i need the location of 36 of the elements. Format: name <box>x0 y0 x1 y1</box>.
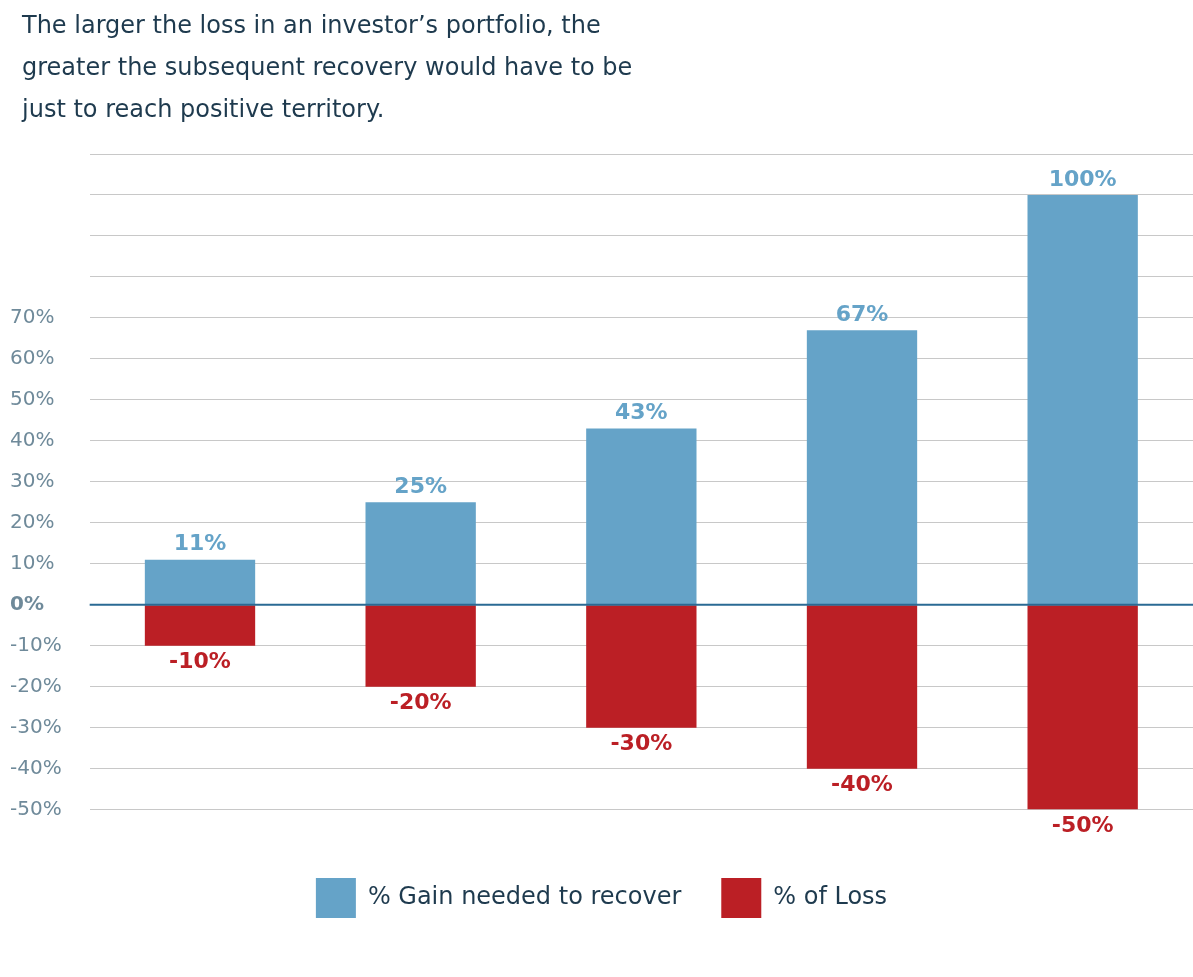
y-tick-label: 20% <box>10 508 55 533</box>
y-tick-label: -20% <box>10 672 62 697</box>
bar <box>144 605 256 646</box>
y-tick-label: 30% <box>10 468 55 492</box>
y-tick-label: -30% <box>10 713 62 738</box>
y-tick-label: 0% <box>10 590 44 615</box>
bar <box>806 330 918 605</box>
data-label: -20% <box>389 689 452 715</box>
y-tick-label: 70% <box>10 304 55 329</box>
data-label: 43% <box>615 399 668 425</box>
y-tick-label: 60% <box>10 345 55 370</box>
data-label: -40% <box>831 771 893 797</box>
y-tick-label: 10% <box>10 549 55 574</box>
y-tick-label: -40% <box>10 754 62 779</box>
bar <box>365 605 476 687</box>
bar <box>586 428 697 605</box>
bar <box>144 559 256 605</box>
bar <box>586 605 697 728</box>
legend-label: % Gain needed to recover <box>367 882 682 911</box>
bar <box>365 502 476 605</box>
data-label: -50% <box>1051 812 1114 838</box>
data-label: 25% <box>394 473 447 499</box>
data-label: -30% <box>610 730 673 756</box>
data-label: 67% <box>835 300 889 326</box>
data-label: 100% <box>1048 165 1117 191</box>
data-label: 11% <box>173 530 227 556</box>
y-tick-label: -50% <box>10 795 62 820</box>
y-tick-label: -10% <box>10 631 62 656</box>
bar <box>1027 194 1138 605</box>
y-tick-label: 50% <box>10 386 55 411</box>
legend-label: % of Loss <box>773 882 888 911</box>
chart-title: The larger the loss in an investor’s portfolio, the greater the subsequent recovery would have to be just to reach positive territory. <box>20 10 634 125</box>
bar <box>1027 605 1138 810</box>
bar <box>806 605 918 769</box>
y-tick-label: 40% <box>10 427 55 452</box>
data-label: -10% <box>169 648 231 674</box>
